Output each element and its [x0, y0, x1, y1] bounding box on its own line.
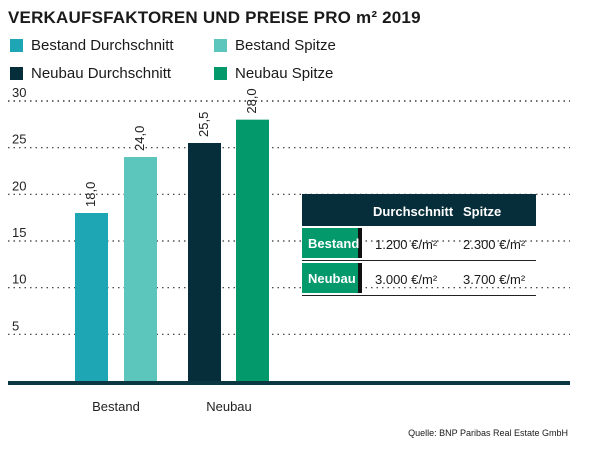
bar-neubau-durchschnitt — [188, 143, 221, 381]
data-label: 25,5 — [196, 112, 211, 137]
cell-value: 2.300 €/m² — [463, 237, 526, 252]
legend-item-neubau-spitze: Neubau Spitze — [214, 65, 333, 82]
bar-neubau-spitze — [236, 119, 269, 382]
bar-bestand-durchschnitt — [75, 213, 108, 381]
legend-swatch — [214, 39, 227, 52]
legend-label: Neubau Spitze — [235, 65, 334, 82]
cell-value: 1.200 €/m² — [375, 237, 438, 252]
header-durchschnitt: Durchschnitt — [373, 204, 454, 219]
y-tick-label: 20 — [12, 178, 26, 193]
legend-item-neubau-durchschnitt: Neubau Durchschnitt — [10, 65, 171, 82]
legend-label: Bestand Spitze — [235, 37, 336, 54]
y-tick-label: 25 — [12, 132, 26, 147]
x-axis-baseline — [8, 381, 570, 385]
data-label: 28,0 — [244, 88, 259, 113]
x-category-label: Bestand — [92, 399, 140, 414]
cell-value: 3.700 €/m² — [463, 272, 526, 287]
bar-bestand-spitze — [124, 157, 157, 381]
table-header: Durchschnitt Spitze — [302, 194, 536, 226]
table-row: Bestand 1.200 €/m² 2.300 €/m² — [302, 226, 536, 261]
y-tick-label: 15 — [12, 225, 26, 240]
row-label-neubau: Neubau — [302, 263, 362, 293]
data-label: 24,0 — [132, 126, 147, 151]
legend-label: Bestand Durchschnitt — [31, 37, 174, 54]
legend-swatch — [10, 39, 23, 52]
cell-value: 3.000 €/m² — [375, 272, 438, 287]
chart-title: VERKAUFSFAKTOREN UND PREISE PRO m² 2019 — [8, 8, 421, 27]
legend-label: Neubau Durchschnitt — [31, 65, 172, 82]
data-label: 18,0 — [83, 182, 98, 207]
row-label-bestand: Bestand — [302, 228, 362, 258]
legend-swatch — [10, 67, 23, 80]
legend-swatch — [214, 67, 227, 80]
y-tick-label: 10 — [12, 272, 26, 287]
y-tick-label: 30 — [12, 85, 26, 100]
x-category-label: Neubau — [206, 399, 252, 414]
price-table: Durchschnitt Spitze Bestand 1.200 €/m² 2… — [302, 194, 536, 296]
legend-item-bestand-spitze: Bestand Spitze — [214, 37, 336, 54]
source-note: Quelle: BNP Paribas Real Estate GmbH — [408, 428, 568, 438]
table-row: Neubau 3.000 €/m² 3.700 €/m² — [302, 261, 536, 296]
y-tick-label: 5 — [12, 318, 19, 333]
legend-item-bestand-durchschnitt: Bestand Durchschnitt — [10, 37, 174, 54]
header-spitze: Spitze — [463, 204, 502, 219]
